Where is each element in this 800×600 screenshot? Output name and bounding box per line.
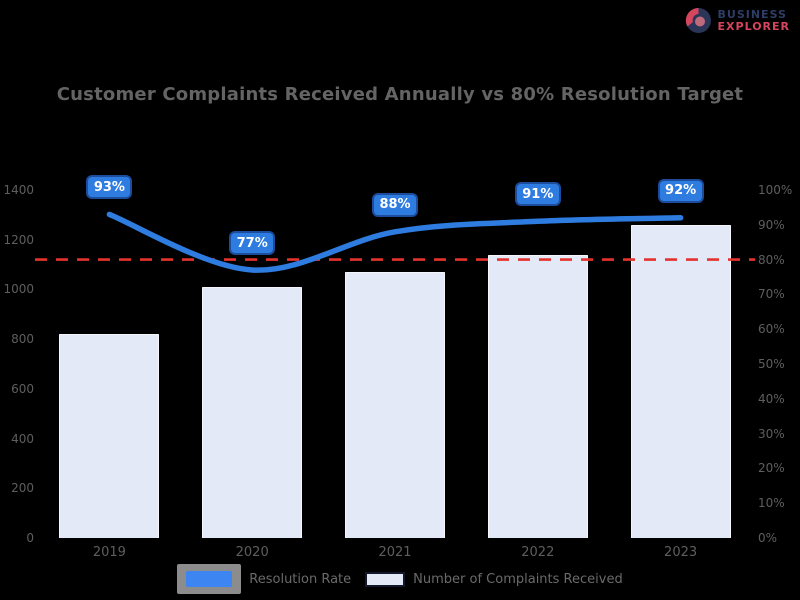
bar-2019[interactable]: [59, 334, 160, 538]
bar-2020[interactable]: [202, 286, 303, 538]
legend: Resolution Rate Number of Complaints Rec…: [0, 564, 800, 594]
left-axis-tick-label: 400: [11, 431, 34, 446]
data-label-2020: 77%: [229, 231, 276, 255]
right-axis-tick-label: 60%: [758, 322, 785, 337]
data-label-2019: 93%: [86, 175, 133, 200]
left-axis-tick-label: 1000: [3, 282, 34, 297]
left-axis-tick-label: 200: [11, 481, 34, 496]
x-axis-label-2020: 2020: [235, 545, 269, 560]
logo-line2: EXPLORER: [717, 19, 790, 33]
chart-title: Customer Complaints Received Annually vs…: [56, 84, 744, 105]
x-axis-label-2023: 2023: [664, 545, 698, 560]
data-label-2022: 91%: [514, 182, 561, 207]
logo: BUSINESS EXPLORER: [685, 7, 790, 34]
bar-2021[interactable]: [345, 272, 445, 538]
bar-2022[interactable]: [487, 254, 588, 538]
logo-text: BUSINESS EXPLORER: [717, 7, 790, 33]
x-axis-label-2021: 2021: [378, 545, 412, 560]
left-axis-tick-label: 1200: [3, 232, 34, 247]
legend-swatch-line: [186, 571, 233, 587]
logo-icon: [685, 7, 711, 33]
right-axis-tick-label: 0%: [758, 531, 778, 545]
legend-label-complaints: Number of Complaints Received: [413, 571, 623, 587]
left-axis-tick-label: 600: [11, 381, 34, 396]
logo-line1: BUSINESS: [717, 7, 787, 21]
bar-2023[interactable]: [630, 224, 731, 538]
legend-item-resolution-rate[interactable]: Resolution Rate: [177, 564, 351, 594]
legend-swatch-highlight: [177, 564, 242, 594]
right-axis-tick-label: 50%: [758, 357, 785, 371]
x-axis-label-2019: 2019: [92, 545, 126, 560]
right-axis-tick-label: 30%: [758, 426, 785, 441]
left-axis-tick-label: 0: [26, 531, 34, 545]
left-axis-tick-label: 800: [11, 332, 34, 347]
x-axis-label-2022: 2022: [521, 545, 555, 560]
right-axis-tick-label: 10%: [758, 496, 785, 511]
right-axis-tick-label: 100%: [758, 183, 793, 197]
resolution-rate-line: [106, 211, 684, 273]
data-label-2023: 92%: [657, 178, 704, 203]
data-label-2021: 88%: [372, 192, 418, 217]
legend-label-resolution-rate: Resolution Rate: [249, 571, 352, 587]
right-axis-tick-label: 80%: [758, 252, 785, 267]
legend-swatch-bar: [365, 571, 406, 587]
right-axis-tick-label: 40%: [758, 391, 785, 406]
right-axis-tick-label: 90%: [758, 217, 785, 232]
right-axis-tick-label: 20%: [758, 461, 785, 476]
legend-item-complaints[interactable]: Number of Complaints Received: [365, 571, 623, 587]
right-axis-tick-label: 70%: [758, 287, 785, 302]
left-axis-tick-label: 1400: [3, 183, 34, 197]
